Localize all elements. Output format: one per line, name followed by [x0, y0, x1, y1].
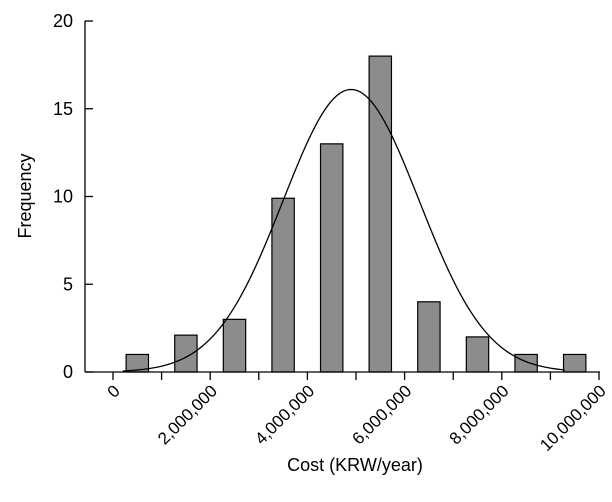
- histogram-bar: [222, 318, 247, 373]
- x-ticks-group: 0 2,000,000 4,000,000 6,000,000 8,000,000 10,…: [104, 372, 610, 455]
- y-tick-label: 0: [63, 362, 73, 382]
- histogram-bar: [562, 353, 587, 373]
- histogram-bar: [417, 301, 441, 373]
- histogram-bar: [271, 197, 295, 373]
- histogram-bar: [465, 336, 490, 373]
- y-tick-label: 5: [63, 274, 73, 294]
- x-tick-label: 8,000,000: [446, 381, 513, 448]
- histogram-bar: [514, 353, 538, 373]
- normal-fit-curve: [122, 88, 566, 372]
- x-tick-label: 4,000,000: [251, 381, 318, 448]
- y-tick-label: 15: [53, 99, 73, 119]
- x-tick-label: 10,000,000: [536, 381, 610, 455]
- y-tick-label: 20: [53, 11, 73, 31]
- histogram-bar: [174, 334, 198, 373]
- x-axis-title: Cost (KRW/year): [287, 455, 423, 475]
- x-tick-label: 2,000,000: [154, 381, 221, 448]
- x-tick-label: 0: [104, 381, 124, 401]
- y-axis-title: Frequency: [15, 153, 35, 238]
- bars-group: [125, 55, 587, 373]
- y-ticks-group: 0 5 10 15 20: [53, 11, 93, 382]
- y-tick-label: 10: [53, 187, 73, 207]
- x-tick-label: 6,000,000: [349, 381, 416, 448]
- histogram-bar: [319, 143, 344, 373]
